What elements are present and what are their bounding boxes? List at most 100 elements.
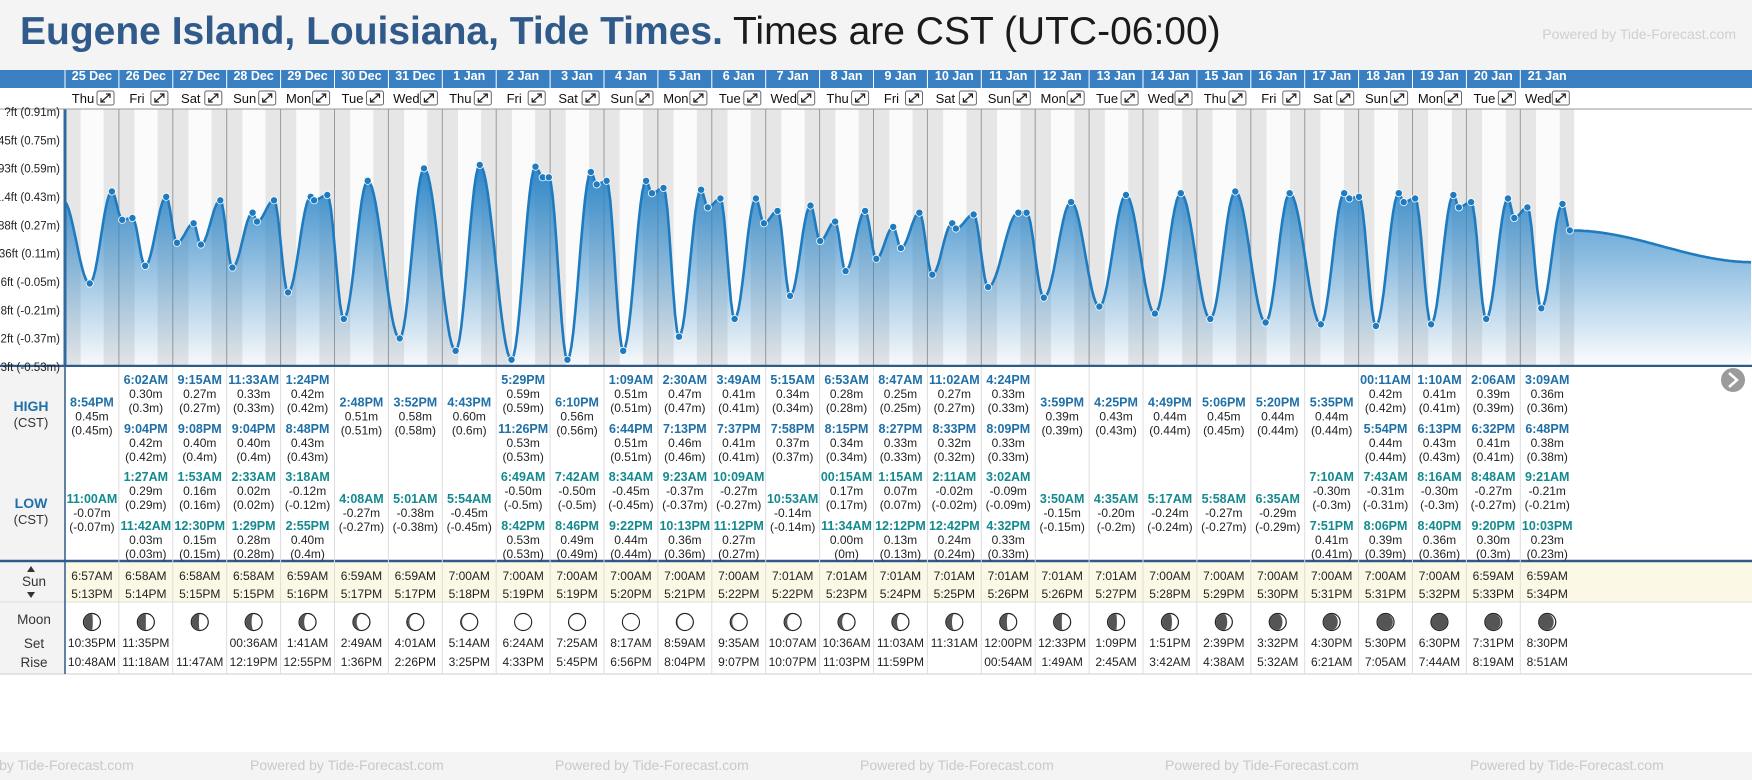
date-label: 4 Jan: [615, 70, 647, 83]
moonset-time: 11:31AM: [931, 636, 978, 650]
tide-height-m: -0.21m: [1529, 484, 1566, 498]
tide-height-paren: (0.37m): [772, 450, 813, 464]
low-tide-point: [118, 215, 127, 224]
tide-height-m: 0.16m: [183, 484, 216, 498]
moonrise-time: 11:03PM: [823, 655, 870, 669]
high-tide-point: [363, 176, 372, 185]
high-tide-time: 6:02AM: [124, 373, 168, 387]
low-tide-time: 4:32PM: [986, 519, 1030, 533]
tide-height-m: 0.43m: [1099, 410, 1132, 424]
moonrise-time: 3:42AM: [1149, 655, 1190, 669]
low-tide-time: 5:58AM: [1202, 492, 1246, 506]
sunrise-time: 6:59AM: [341, 569, 382, 583]
high-tide-point: [107, 187, 116, 196]
high-tide-time: 8:27PM: [879, 422, 923, 436]
tide-height-paren: (-0.24m): [1147, 520, 1192, 534]
tide-height-paren: (0.53m): [502, 547, 543, 561]
moonrise-time: 1:49AM: [1041, 655, 1082, 669]
expand-icon: [1555, 93, 1566, 103]
low-tide-point: [928, 270, 937, 279]
moonset-time: 12:00PM: [984, 636, 1032, 650]
tide-height-m: 0.41m: [1315, 533, 1348, 547]
high-tide-time: 6:53AM: [824, 373, 868, 387]
moonset-time: 1:41AM: [287, 636, 328, 650]
sunrise-time: 7:01AM: [1095, 569, 1136, 583]
tide-chart: 25 Dec Thu 26 Dec Fri 27 Dec Sat 28 Dec Sun 29 D…: [0, 70, 1752, 752]
weekday-label: Wed: [770, 91, 797, 106]
high-tide-time: 1:10AM: [1417, 373, 1461, 387]
sunset-time: 5:14PM: [125, 587, 166, 601]
moon-phase-shadow: [1540, 614, 1554, 630]
row-label-panel: [0, 367, 65, 674]
weekday-label: Sat: [558, 91, 578, 106]
y-axis-tick-label: 0.36ft (0.11m): [0, 249, 60, 261]
tide-height-paren: (0.27m): [934, 401, 975, 415]
tide-height-m: 0.39m: [1369, 533, 1402, 547]
low-tide-point: [451, 346, 460, 355]
low-tide-time: 7:51PM: [1310, 519, 1354, 533]
tide-height-m: 0.40m: [237, 436, 270, 450]
moonrise-time: 11:59PM: [877, 655, 924, 669]
low-tide-point: [1537, 304, 1546, 313]
tide-height-paren: (0.41m): [1473, 450, 1514, 464]
high-tide-point: [969, 210, 978, 219]
date-label: 11 Jan: [989, 70, 1027, 83]
tide-height-paren: (0.33m): [233, 401, 274, 415]
tide-height-m: 0.07m: [884, 484, 917, 498]
tide-height-m: 0.59m: [506, 387, 539, 401]
tide-height-m: 0.33m: [992, 387, 1025, 401]
moon-phase-light: [951, 614, 957, 630]
moon-phase-shadow: [84, 614, 92, 630]
y-axis-tick-label: 1.93ft (0.59m): [0, 164, 60, 176]
weekday-label: Sat: [181, 91, 201, 106]
sunrise-time: 6:59AM: [1473, 569, 1514, 583]
moon-phase-light: [787, 614, 799, 630]
sunset-time: 5:28PM: [1149, 587, 1190, 601]
high-tide-time: 4:43PM: [447, 396, 491, 410]
date-label: 8 Jan: [831, 70, 863, 83]
tide-height-paren: (0.17m): [826, 498, 867, 512]
expand-icon: [855, 93, 866, 103]
date-label: 19 Jan: [1420, 70, 1459, 83]
tide-height-paren: (-0.21m): [1525, 498, 1570, 512]
tide-height-paren: (0.36m): [664, 547, 705, 561]
tide-height-m: 0.53m: [506, 533, 539, 547]
tide-height-paren: (-0.07m): [69, 520, 114, 534]
tide-height-m: 0.39m: [1045, 410, 1078, 424]
sunrise-time: 6:58AM: [179, 569, 220, 583]
high-tide-time: 8:09PM: [986, 422, 1030, 436]
sunset-time: 5:15PM: [179, 587, 220, 601]
date-label: 26 Dec: [126, 70, 166, 83]
low-tide-point: [395, 334, 404, 343]
tide-height-paren: (0.28m): [826, 401, 867, 415]
low-tide-time: 12:42PM: [929, 519, 980, 533]
expand-icon: [801, 93, 812, 103]
scroll-right-button[interactable]: [1721, 368, 1745, 392]
tide-height-paren: (0.41m): [718, 450, 759, 464]
moonset-time: 00:36AM: [230, 636, 278, 650]
low-tide-point: [1399, 198, 1408, 207]
expand-icon: [908, 93, 920, 103]
high-tide-point: [602, 176, 611, 185]
tide-height-paren: (0.34m): [772, 401, 813, 415]
low-tide-time: 8:42PM: [501, 519, 545, 533]
low-tide-point: [1565, 226, 1574, 235]
powered-by-link[interactable]: Powered by Tide-Forecast.com: [1542, 26, 1736, 42]
tide-height-m: -0.02m: [936, 484, 973, 498]
moonrise-time: 12:19PM: [230, 655, 278, 669]
sunset-time: 5:16PM: [287, 587, 328, 601]
high-tide-time: 2:06AM: [1471, 373, 1515, 387]
moonrise-time: 6:21AM: [1311, 655, 1352, 669]
weekday-label: Mon: [1418, 91, 1443, 106]
tide-height-paren: (0.59m): [502, 401, 543, 415]
moonset-time: 8:59AM: [664, 636, 705, 650]
high-tide-time: 3:09AM: [1525, 373, 1569, 387]
tide-height-paren: (0.42m): [287, 401, 328, 415]
sunrise-time: 7:00AM: [556, 569, 597, 583]
low-tide-time: 11:42AM: [120, 519, 171, 533]
low-tide-point: [841, 267, 850, 276]
date-label: 13 Jan: [1097, 70, 1136, 83]
tide-height-m: -0.31m: [1367, 484, 1404, 498]
tide-height-m: -0.45m: [612, 484, 649, 498]
low-tide-time: 2:11AM: [932, 470, 976, 484]
